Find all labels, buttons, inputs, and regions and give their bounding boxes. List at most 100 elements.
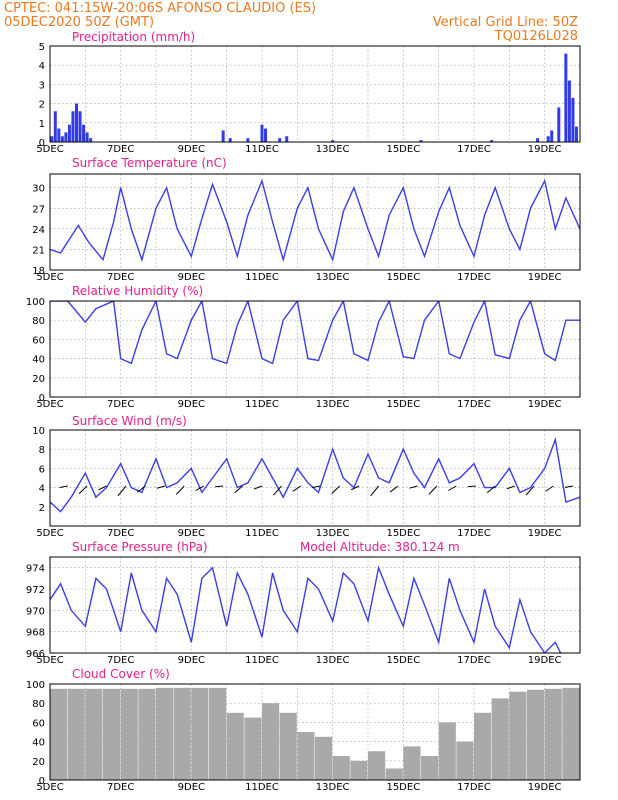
cloud-cover-ytick-label: 60 bbox=[32, 718, 45, 729]
cloud-cover-frame bbox=[49, 683, 581, 781]
precipitation-bar bbox=[567, 80, 571, 142]
wind-arrow bbox=[486, 485, 496, 494]
cloud-cover-bar bbox=[226, 712, 244, 780]
wind-arrow bbox=[273, 485, 282, 496]
pressure-xtick-label: 11DEC bbox=[245, 655, 279, 666]
wind-title: Surface Wind (m/s) bbox=[72, 414, 187, 428]
temperature-panel: Surface Temperature (nC) 18 21 24 27 30 5DEC 7D… bbox=[32, 156, 581, 283]
cloud-cover-bar bbox=[385, 768, 403, 780]
wind-xtick-label: 15DEC bbox=[386, 528, 420, 539]
humidity-ytick-label: 40 bbox=[32, 355, 45, 366]
wind-ytick-label: 6 bbox=[39, 464, 45, 475]
cloud-cover-bar bbox=[67, 688, 85, 780]
wind-arrow bbox=[525, 485, 535, 496]
pressure-xtick-label: 7DEC bbox=[107, 655, 134, 666]
precipitation-bar bbox=[89, 138, 93, 142]
temperature-xtick-label: 5DEC bbox=[36, 272, 63, 283]
pressure-xtick-label: 15DEC bbox=[386, 655, 420, 666]
cloud-cover-data bbox=[50, 687, 580, 780]
temperature-xtick-label: 17DEC bbox=[457, 272, 491, 283]
precipitation-bar bbox=[574, 126, 578, 142]
cloud-cover-panel: Cloud Cover (%) 0 20 40 60 80 100 5DEC 7DEC 9DEC 1… bbox=[26, 667, 581, 793]
wind-xtick-label: 13DEC bbox=[316, 528, 350, 539]
humidity-ytick-label: 0 bbox=[39, 393, 45, 404]
wind-xtick-label: 11DEC bbox=[245, 528, 279, 539]
precipitation-xtick-label: 13DEC bbox=[316, 144, 350, 155]
precipitation-xtick-label: 11DEC bbox=[245, 144, 279, 155]
wind-arrow bbox=[234, 485, 243, 494]
wind-arrow bbox=[156, 485, 165, 489]
humidity-ytick-label: 20 bbox=[32, 374, 45, 385]
precipitation-bar bbox=[571, 97, 575, 142]
pressure-frame bbox=[49, 556, 581, 654]
cloud-cover-bar bbox=[438, 722, 456, 780]
precipitation-bar bbox=[264, 128, 268, 142]
precipitation-ytick-label: 2 bbox=[39, 100, 45, 111]
cloud-cover-bar bbox=[315, 736, 333, 780]
cloud-cover-bar bbox=[138, 688, 156, 780]
wind-arrow bbox=[78, 485, 88, 495]
pressure-xtick-label: 19DEC bbox=[528, 655, 562, 666]
precipitation-bar bbox=[246, 138, 250, 142]
cloud-cover-bar bbox=[209, 687, 227, 780]
pressure-xtick-label: 13DEC bbox=[316, 655, 350, 666]
cloud-cover-bar bbox=[279, 712, 297, 780]
cloud-cover-bar bbox=[350, 760, 368, 780]
cloud-cover-title: Cloud Cover (%) bbox=[72, 667, 170, 681]
humidity-xtick-label: 17DEC bbox=[457, 399, 491, 410]
pressure-ytick-label: 968 bbox=[26, 628, 45, 639]
cloud-cover-bar bbox=[403, 746, 421, 780]
wind-series-line bbox=[50, 436, 580, 513]
wind-arrow bbox=[331, 485, 341, 494]
wind-arrow bbox=[137, 485, 146, 493]
precipitation-bar bbox=[564, 53, 568, 142]
wind-arrow bbox=[253, 485, 263, 490]
wind-arrow bbox=[506, 485, 515, 490]
precipitation-bar bbox=[53, 111, 57, 142]
humidity-xtick-label: 9DEC bbox=[178, 399, 205, 410]
precipitation-data bbox=[50, 53, 578, 142]
precipitation-ytick-label: 5 bbox=[39, 42, 45, 53]
precipitation-bar bbox=[60, 136, 64, 142]
wind-arrow bbox=[350, 485, 360, 491]
precipitation-xtick-label: 7DEC bbox=[107, 144, 134, 155]
temperature-xtick-label: 13DEC bbox=[316, 272, 350, 283]
humidity-series-line bbox=[50, 301, 580, 365]
pressure-series-line bbox=[50, 565, 562, 653]
temperature-series-line bbox=[50, 178, 580, 263]
cloud-cover-bar bbox=[191, 687, 209, 780]
wind-arrow bbox=[389, 485, 399, 493]
cloud-cover-bar bbox=[491, 698, 509, 780]
humidity-ytick-label: 100 bbox=[26, 297, 45, 308]
wind-arrow bbox=[215, 485, 224, 488]
precipitation-bar bbox=[419, 140, 423, 142]
cloud-cover-ytick-label: 100 bbox=[26, 680, 45, 691]
precipitation-panel: Precipitation (mm/h) 0 1 2 3 4 5 5DEC 7DEC 9DEC 11… bbox=[36, 30, 581, 155]
temperature-xtick-label: 15DEC bbox=[386, 272, 420, 283]
precipitation-bar bbox=[260, 124, 264, 142]
humidity-xtick-label: 13DEC bbox=[316, 399, 350, 410]
temperature-data bbox=[50, 178, 580, 263]
precipitation-xtick-label: 19DEC bbox=[528, 144, 562, 155]
wind-arrow bbox=[467, 485, 476, 488]
pressure-ytick-label: 974 bbox=[26, 564, 45, 575]
cloud-cover-bar bbox=[527, 689, 545, 780]
pressure-data bbox=[50, 565, 562, 653]
precipitation-bar bbox=[82, 124, 86, 142]
temperature-ytick-label: 30 bbox=[32, 184, 45, 195]
precipitation-bar bbox=[557, 107, 561, 142]
cloud-cover-xtick-label: 19DEC bbox=[528, 782, 562, 793]
precipitation-bar bbox=[490, 140, 494, 142]
precipitation-ytick-label: 3 bbox=[39, 80, 45, 91]
cloud-cover-xtick-label: 15DEC bbox=[386, 782, 420, 793]
precipitation-xtick-label: 15DEC bbox=[386, 144, 420, 155]
pressure-xtick-label: 9DEC bbox=[178, 655, 205, 666]
pressure-ytick-label: 972 bbox=[26, 585, 45, 596]
wind-arrow bbox=[545, 485, 554, 492]
temperature-xtick-label: 9DEC bbox=[178, 272, 205, 283]
wind-ytick-label: 10 bbox=[32, 426, 45, 437]
precipitation-bar bbox=[278, 138, 282, 142]
header-gridline-note: Vertical Grid Line: 50Z bbox=[433, 15, 578, 30]
precipitation-bar bbox=[67, 124, 71, 142]
cloud-cover-bar bbox=[421, 756, 439, 780]
